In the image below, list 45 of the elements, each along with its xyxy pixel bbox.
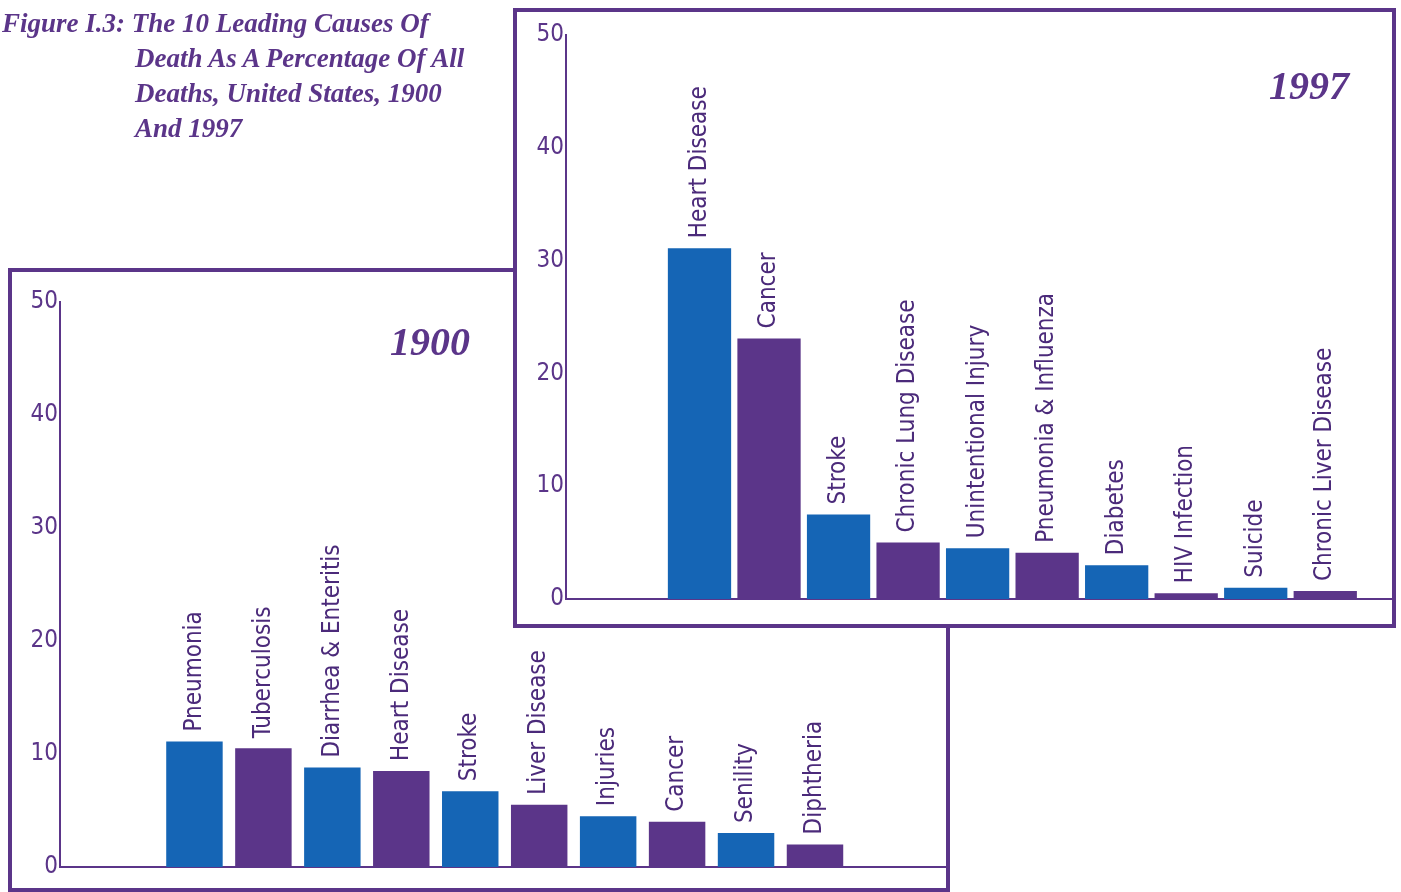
bar: [717, 833, 775, 867]
x-tick-label: Pneumonia & Influenza: [1031, 292, 1060, 543]
y-tick-label: 30: [536, 244, 564, 273]
x-tick-label: Stroke: [822, 435, 851, 505]
bar: [166, 741, 223, 867]
y-tick-label: 30: [30, 512, 58, 541]
bar: [442, 791, 499, 867]
bar: [579, 816, 637, 867]
y-tick-label: 50: [30, 286, 58, 315]
y-tick-label: 0: [550, 583, 564, 612]
bar: [304, 767, 361, 867]
text: 1997: [1269, 62, 1349, 109]
x-tick-label: Cancer: [753, 252, 782, 329]
x-tick-label: Chronic Liver Disease: [1309, 347, 1338, 582]
x-tick-label: Unintentional Injury: [961, 324, 990, 539]
x-tick-label: Pneumonia: [178, 611, 207, 732]
x-tick-label: Liver Disease: [523, 650, 552, 795]
x-tick-label: Diarrhea & Enteritis: [316, 544, 345, 758]
bar: [806, 514, 871, 599]
bar: [667, 248, 732, 599]
x-tick-label: Heart Disease: [683, 86, 712, 239]
text: Figure I.3: The 10 Leading Causes Of Death As A Percentage Of All Deaths, United States, 1900 And 1997: [2, 7, 466, 145]
x-tick-label: Stroke: [454, 712, 483, 782]
text: 1900: [390, 318, 470, 365]
x-tick-label: Tuberculosis: [247, 606, 276, 740]
y-tick-label: 20: [536, 357, 564, 386]
x-tick-label: HIV Infection: [1170, 444, 1199, 584]
bar: [1085, 565, 1149, 599]
x-tick-label: Suicide: [1239, 499, 1268, 578]
bar: [1224, 587, 1288, 599]
x-tick-label: Heart Disease: [385, 609, 414, 761]
y-tick-label: 40: [30, 399, 58, 428]
x-tick-label: Senility: [730, 742, 759, 824]
y-tick-label: 40: [536, 132, 564, 161]
x-tick-label: Cancer: [661, 735, 690, 812]
y-tick-label: 0: [44, 851, 58, 880]
x-tick-label: Diphtheria: [799, 720, 828, 835]
bar: [945, 548, 1010, 599]
y-tick-label: 20: [30, 625, 58, 654]
x-tick-label: Injuries: [592, 726, 621, 807]
x-tick-label: Chronic Lung Disease: [892, 299, 921, 533]
x-tick-label: Diabetes: [1100, 459, 1129, 556]
y-tick-label: 10: [536, 470, 564, 499]
y-tick-label: 50: [536, 19, 564, 48]
y-tick-label: 10: [30, 738, 58, 767]
